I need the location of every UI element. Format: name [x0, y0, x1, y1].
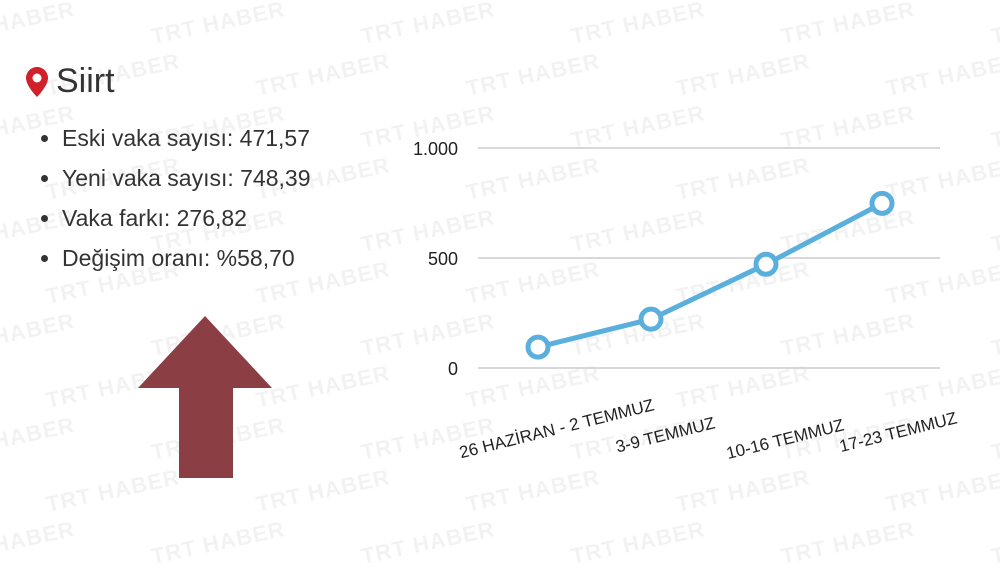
trend-up-arrow-icon: [138, 316, 272, 478]
data-point: [638, 306, 664, 332]
stat-new-cases: Yeni vaka sayısı: 748,39: [62, 158, 311, 198]
stat-difference: Vaka farkı: 276,82: [62, 198, 311, 238]
x-tick-label: 17-23 TEMMUZ: [837, 408, 959, 456]
y-tick-label: 1.000: [413, 139, 458, 159]
city-heading: Siirt: [26, 62, 115, 101]
location-pin-icon: [26, 66, 48, 97]
data-point: [525, 334, 551, 360]
stat-old-cases: Eski vaka sayısı: 471,57: [62, 118, 311, 158]
y-tick-label: 500: [428, 249, 458, 269]
city-name: Siirt: [56, 62, 115, 100]
stats-list: Eski vaka sayısı: 471,57 Yeni vaka sayıs…: [30, 118, 311, 278]
data-point: [869, 190, 895, 216]
series-line: [537, 201, 884, 350]
y-tick-label: 0: [448, 359, 458, 379]
stat-change-rate: Değişim oranı: %58,70: [62, 238, 311, 278]
x-tick-label: 10-16 TEMMUZ: [724, 415, 846, 463]
data-point: [753, 251, 779, 277]
